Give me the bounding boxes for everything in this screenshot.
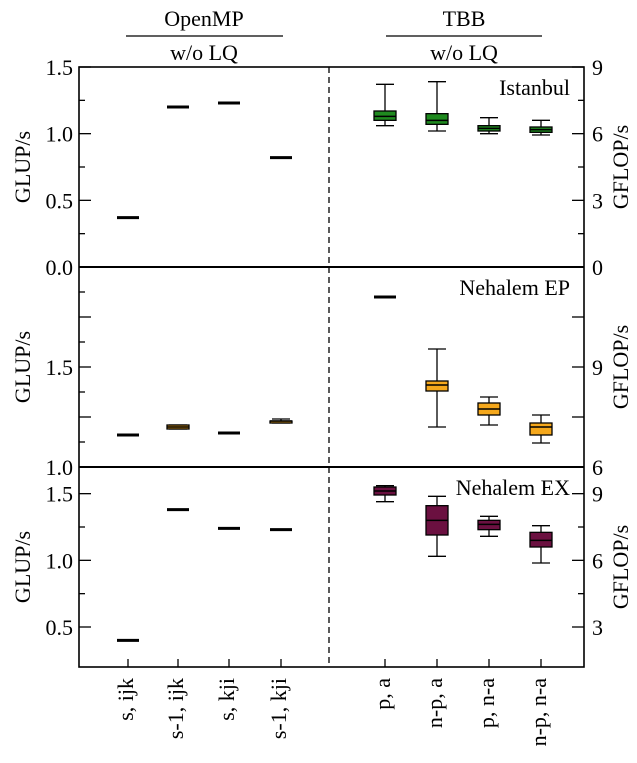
group-title-tbb: TBB xyxy=(443,6,486,31)
group-subtitle-tbb: w/o LQ xyxy=(430,40,498,65)
y-tick-label: 1.0 xyxy=(46,122,74,147)
y-tick-label: 0.5 xyxy=(46,615,74,640)
panel-title-istanbul: Istanbul xyxy=(499,75,570,100)
y-axis-title-left: GLUP/s xyxy=(10,531,35,603)
x-tick-label: s, ijk xyxy=(113,678,138,721)
y-tick-label: 1.5 xyxy=(46,55,74,80)
plot-frame xyxy=(78,66,585,668)
x-tick-label: p, n-a xyxy=(474,678,499,728)
y2-tick-label: 9 xyxy=(592,55,603,80)
panel-title-nehalem-ex: Nehalem EX xyxy=(456,475,570,500)
y2-tick-label: 6 xyxy=(592,122,603,147)
y2-tick-label: 0 xyxy=(592,255,603,280)
y-axis-title-right: GFLOP/s xyxy=(608,525,633,609)
y-tick-label: 1.5 xyxy=(46,355,74,380)
group-subtitle-openmp: w/o LQ xyxy=(170,40,238,65)
y-axis-title-left: GLUP/s xyxy=(10,131,35,203)
x-tick-label: n-p, n-a xyxy=(526,678,551,747)
x-tick-label: s-1, kji xyxy=(266,678,291,739)
x-tick-label: p, a xyxy=(370,678,395,710)
y2-tick-label: 3 xyxy=(592,188,603,213)
y-axis-title-right: GFLOP/s xyxy=(608,325,633,409)
y-tick-label: 1.0 xyxy=(46,548,74,573)
y2-tick-label: 9 xyxy=(592,355,603,380)
tbb-box xyxy=(529,422,553,436)
panel-title-nehalem-ep: Nehalem EP xyxy=(459,275,570,300)
tbb-box xyxy=(425,113,449,125)
x-tick-label: n-p, a xyxy=(422,678,447,728)
group-title-openmp: OpenMP xyxy=(164,6,243,31)
y-axis-title-right: GFLOP/s xyxy=(608,125,633,209)
x-tick-label: s-1, ijk xyxy=(163,678,188,739)
y2-tick-label: 6 xyxy=(592,455,603,480)
y2-tick-label: 9 xyxy=(592,482,603,507)
tbb-box xyxy=(425,380,449,392)
y-tick-label: 0.5 xyxy=(46,188,74,213)
y-tick-label: 1.0 xyxy=(46,455,74,480)
y-tick-label: 1.5 xyxy=(46,482,74,507)
x-tick-label: s, kji xyxy=(214,678,239,721)
y2-tick-label: 6 xyxy=(592,548,603,573)
y2-tick-label: 3 xyxy=(592,615,603,640)
y-tick-label: 0.0 xyxy=(46,255,74,280)
x-tick-labels: s, ijk s-1, ijk s, kji s-1, kji p, a n-p… xyxy=(113,678,551,747)
y-axis-title-left: GLUP/s xyxy=(10,331,35,403)
